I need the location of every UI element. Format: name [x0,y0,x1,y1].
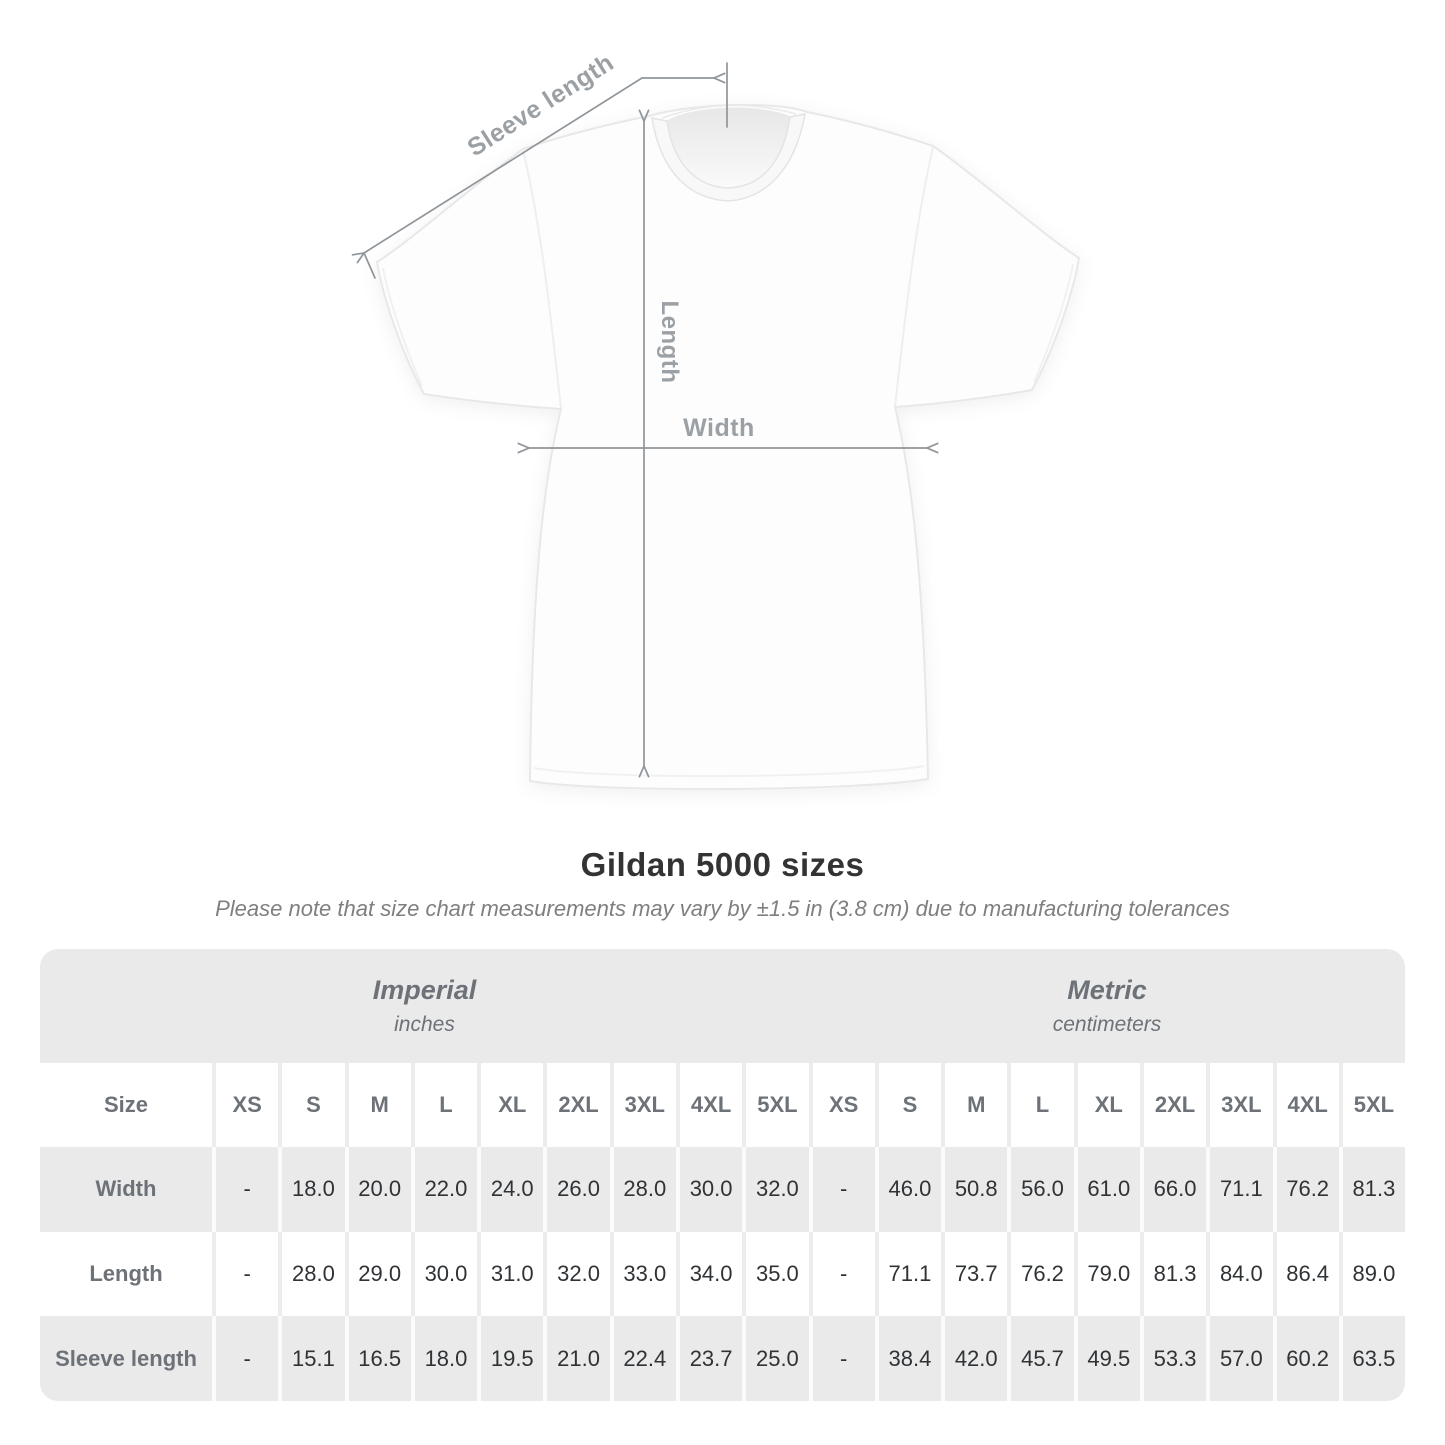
tshirt-image [375,103,1081,791]
tshirt-body [375,103,1081,791]
size-col-header-imperial-l: L [410,1063,478,1147]
tshirt-measurement-diagram: Sleeve length Length Width [0,48,1081,791]
data-cell: 28.0 [609,1147,676,1232]
data-cell: 81.3 [1139,1231,1207,1317]
imperial-label: Imperial [372,975,477,1005]
data-cell: 42.0 [941,1316,1008,1401]
data-cell: 66.0 [1139,1147,1207,1232]
size-col-header-imperial-3xl: 3XL [609,1063,676,1147]
metric-unit-label: centimeters [1052,1013,1162,1036]
page-title: Gildan 5000 sizes [580,846,865,883]
data-cell: 73.7 [941,1231,1008,1317]
data-cell: 60.2 [1272,1316,1339,1401]
data-cell: 21.0 [543,1316,610,1401]
data-cell: - [212,1147,279,1232]
data-cell: 30.0 [675,1147,743,1232]
data-cell: 38.4 [874,1316,942,1401]
data-cell: 28.0 [278,1231,345,1317]
data-cell: 56.0 [1007,1147,1074,1232]
data-cell: 20.0 [344,1147,411,1232]
data-cell: 57.0 [1206,1316,1273,1401]
data-cell: 34.0 [675,1231,743,1317]
data-cell: 32.0 [742,1147,809,1232]
data-cell: 81.3 [1338,1147,1405,1232]
metric-header-group: Metric centimeters [809,949,1405,1063]
length-label: Length [656,301,683,384]
width-label: Width [683,414,755,442]
data-cell: 53.3 [1139,1316,1207,1401]
size-col-header-imperial-s: S [278,1063,345,1147]
data-cell: 22.0 [410,1147,478,1232]
data-cell: 33.0 [609,1231,676,1317]
table-row-length: Length -28.0 29.0 30.0 31.0 32.0 33.0 34.0 35.0-… [40,1231,1405,1317]
data-cell: - [808,1147,875,1232]
data-cell: 63.5 [1338,1316,1405,1401]
size-table: Imperial inches Metric centimeters Size … [40,949,1405,1401]
unit-header-band: Imperial inches Metric centimeters [40,949,1405,1063]
data-cell: 29.0 [344,1231,411,1317]
data-cell: - [212,1231,279,1317]
size-col-header-metric-xl: XL [1073,1063,1140,1147]
size-col-header-imperial-xl: XL [477,1063,544,1147]
data-cell: 35.0 [742,1231,809,1317]
data-cell: 79.0 [1073,1231,1140,1317]
data-cell: 18.0 [410,1316,478,1401]
data-cell: 84.0 [1206,1231,1273,1317]
size-col-header-metric-2xl: 2XL [1139,1063,1207,1147]
tolerance-note: Please note that size chart measurements… [215,896,1230,921]
data-cell: 46.0 [874,1147,942,1232]
size-col-header-metric-l: L [1007,1063,1074,1147]
data-cell: 45.7 [1007,1316,1074,1401]
size-col-header-imperial-5xl: 5XL [742,1063,809,1147]
data-cell: - [808,1231,875,1317]
data-cell: - [212,1316,279,1401]
size-col-header-imperial-4xl: 4XL [675,1063,743,1147]
data-cell: 49.5 [1073,1316,1140,1401]
data-cell: 61.0 [1073,1147,1140,1232]
table-row-width: Width -18.0 20.0 22.0 24.0 26.0 28.0 30.0 32.0-4… [40,1147,1405,1232]
size-col-header-metric-s: S [874,1063,942,1147]
data-cell: 15.1 [278,1316,345,1401]
data-cell: 71.1 [1206,1147,1273,1232]
row-label: Width [40,1147,212,1232]
data-cell: 19.5 [477,1316,544,1401]
data-cell: - [808,1316,875,1401]
data-cell: 30.0 [410,1231,478,1317]
metric-label: Metric [1067,975,1147,1005]
size-col-header-imperial-2xl: 2XL [543,1063,610,1147]
data-cell: 86.4 [1272,1231,1339,1317]
size-header-row: Size XS S M L XL 2XL 3XL 4XL 5XL XS S M L XL 2XL 3XL 4XL… [40,1063,1405,1147]
data-cell: 24.0 [477,1147,544,1232]
data-cell: 32.0 [543,1231,610,1317]
table-row-sleeve-length: Sleeve length -15.1 16.5 18.0 19.5 21.0 22.4 23… [40,1316,1405,1401]
row-label: Sleeve length [40,1316,212,1401]
size-col-header-imperial-xs: XS [212,1063,279,1147]
size-col-header-metric-4xl: 4XL [1272,1063,1339,1147]
size-col-header-imperial-m: M [344,1063,411,1147]
sleeve-length-dimension-line [364,78,714,253]
data-cell: 89.0 [1338,1231,1405,1317]
data-cell: 31.0 [477,1231,544,1317]
data-cell: 71.1 [874,1231,942,1317]
data-cell: 76.2 [1272,1147,1339,1232]
size-col-header-metric-m: M [941,1063,1008,1147]
imperial-unit-label: inches [394,1013,455,1036]
data-cell: 18.0 [278,1147,345,1232]
imperial-header-group: Imperial inches [40,949,809,1063]
size-column-header: Size [40,1063,212,1147]
row-label: Length [40,1231,212,1317]
data-cell: 16.5 [344,1316,411,1401]
data-cell: 26.0 [543,1147,610,1232]
size-col-header-metric-5xl: 5XL [1338,1063,1405,1147]
sleeve-length-extension-line [363,252,376,279]
size-col-header-metric-3xl: 3XL [1206,1063,1273,1147]
data-cell: 23.7 [675,1316,743,1401]
data-cell: 76.2 [1007,1231,1074,1317]
size-col-header-metric-xs: XS [808,1063,875,1147]
dimension-annotations [363,62,927,766]
data-cell: 50.8 [941,1147,1008,1232]
data-cell: 25.0 [742,1316,809,1401]
data-cell: 22.4 [609,1316,676,1401]
